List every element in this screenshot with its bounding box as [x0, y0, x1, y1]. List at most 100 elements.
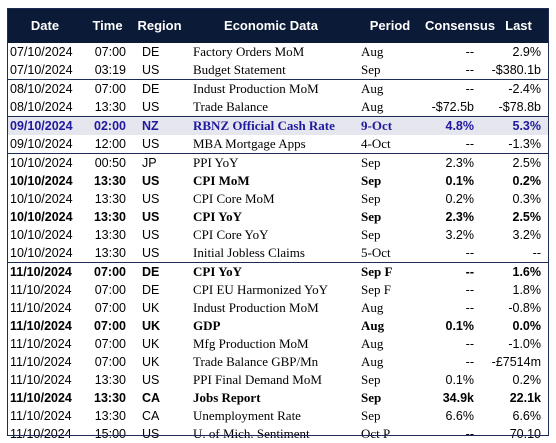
region-cell: US [142, 210, 160, 224]
region-cell: UK [142, 355, 160, 369]
consensus-cell: -- [465, 355, 474, 369]
economic-data-cell: Indust Production MoM [187, 79, 355, 98]
economic-data-cell: CPI Core YoY [193, 227, 269, 242]
consensus-cell: -- [465, 283, 474, 297]
date-cell: 10/10/2024 [10, 192, 73, 206]
region-cell: UK [142, 301, 160, 315]
date-cell: 11/10/2024 [10, 355, 72, 369]
period-cell: Sep [361, 62, 381, 77]
region-cell: UK [142, 319, 161, 333]
column-header-economic-data: Economic Data [187, 8, 355, 43]
table-row: 11/10/2024 15:00 US U. of Mich. Sentiment Oc… [7, 425, 549, 443]
table-row: 11/10/2024 13:30 CA Unemployment Rate Sep 6.6… [7, 407, 549, 425]
date-cell: 07/10/2024 [10, 45, 73, 59]
date-cell: 11/10/2024 [10, 409, 72, 423]
consensus-cell: -- [465, 63, 474, 77]
time-cell: 12:00 [94, 137, 126, 151]
time-cell: 07:00 [94, 283, 126, 297]
economic-calendar: Date Time Region Economic Data Period Co… [7, 8, 549, 443]
time-cell: 13:30 [94, 174, 126, 188]
table-row: 07/10/2024 07:00 DE Factory Orders MoM Aug --… [7, 43, 549, 61]
date-cell: 09/10/2024 [7, 116, 83, 135]
last-cell: 0.2% [512, 174, 542, 188]
economic-data-cell: U. of Mich. Sentiment [193, 426, 310, 441]
region-cell: DE [142, 283, 160, 297]
consensus-cell: 0.2% [445, 192, 475, 206]
time-cell: 13:30 [94, 192, 126, 206]
table-row: 11/10/2024 13:30 CA Jobs Report Sep 34.9k 22.1… [7, 389, 549, 407]
last-cell: 1.8% [512, 283, 542, 297]
period-cell: Aug [361, 318, 385, 333]
column-header-consensus: Consensus [425, 8, 495, 43]
period-cell: Aug [361, 336, 384, 351]
date-cell: 11/10/2024 [10, 427, 72, 441]
table-row: 10/10/2024 13:30 US CPI YoY Sep 2.3% 2.5% [7, 208, 549, 226]
date-cell: 10/10/2024 [10, 228, 73, 242]
table-row: 09/10/2024 02:00 NZ RBNZ Official Cash Rate… [7, 116, 549, 135]
time-cell: 15:00 [94, 427, 126, 441]
column-header-region: Region [132, 8, 187, 43]
period-cell: Sep [361, 191, 381, 206]
period-cell: Aug [355, 79, 425, 98]
consensus-cell: -- [425, 79, 488, 98]
region-cell: US [142, 373, 160, 387]
economic-data-cell: Trade Balance [193, 99, 268, 114]
table-row: 10/10/2024 00:50 JP PPI YoY Sep 2.3% 2.5% [7, 153, 549, 172]
period-cell: Sep [361, 372, 381, 387]
time-cell: 07:00 [94, 355, 126, 369]
period-cell: Aug [361, 99, 384, 114]
economic-data-cell: Initial Jobless Claims [193, 245, 305, 260]
last-cell: -$380.1b [491, 63, 541, 77]
region-cell: DE [142, 45, 160, 59]
consensus-cell: -- [425, 262, 488, 281]
economic-data-cell: CPI YoY [187, 262, 355, 281]
last-cell: 2.9% [512, 45, 542, 59]
region-cell: US [142, 427, 160, 441]
economic-data-cell: Jobs Report [193, 390, 261, 405]
period-cell: Oct P [361, 426, 391, 441]
table-row: 10/10/2024 13:30 US Initial Jobless Claims 5… [7, 244, 549, 263]
time-cell: 13:30 [94, 210, 126, 224]
column-header-date: Date [7, 8, 83, 43]
economic-data-cell: MBA Mortgage Apps [193, 136, 306, 151]
date-cell: 09/10/2024 [10, 137, 73, 151]
table-row: 11/10/2024 07:00 UK Indust Production MoM Au… [7, 299, 549, 317]
region-cell: US [142, 228, 160, 242]
last-cell: -2.4% [488, 79, 549, 98]
last-cell: 22.1k [509, 391, 541, 405]
region-cell: US [142, 137, 160, 151]
time-cell: 13:30 [94, 246, 126, 260]
time-cell: 07:00 [83, 79, 132, 98]
consensus-cell: -- [465, 246, 474, 260]
date-cell: 10/10/2024 [7, 153, 83, 172]
time-cell: 13:30 [94, 100, 126, 114]
economic-data-cell: Unemployment Rate [193, 408, 301, 423]
table-row: 10/10/2024 13:30 US CPI Core MoM Sep 0.2% 0.3% [7, 190, 549, 208]
table-row: 08/10/2024 13:30 US Trade Balance Aug -$72.5b… [7, 98, 549, 117]
time-cell: 13:30 [94, 228, 126, 242]
time-cell: 07:00 [94, 45, 126, 59]
date-cell: 07/10/2024 [10, 63, 73, 77]
date-cell: 10/10/2024 [10, 210, 73, 224]
economic-data-cell: CPI EU Harmonized YoY [193, 282, 329, 297]
economic-data-cell: CPI Core MoM [193, 191, 275, 206]
consensus-cell: -- [465, 301, 474, 315]
economic-data-cell: Indust Production MoM [193, 300, 319, 315]
last-cell: 6.6% [512, 409, 542, 423]
date-cell: 10/10/2024 [10, 174, 73, 188]
economic-data-cell: Factory Orders MoM [193, 44, 305, 59]
region-cell: US [142, 174, 160, 188]
consensus-cell: 3.2% [445, 228, 475, 242]
economic-data-cell: Budget Statement [193, 62, 286, 77]
period-cell: 5-Oct [361, 245, 391, 260]
table-row: 11/10/2024 07:00 UK Trade Balance GBP/Mn Aug… [7, 353, 549, 371]
consensus-cell: -- [465, 45, 474, 59]
last-cell: 2.5% [488, 153, 549, 172]
last-cell: 70.10 [509, 427, 541, 441]
consensus-cell: 0.1% [445, 373, 475, 387]
date-cell: 11/10/2024 [10, 283, 72, 297]
last-cell: 5.3% [488, 116, 549, 135]
economic-data-cell: GDP [193, 318, 221, 333]
date-cell: 11/10/2024 [10, 319, 72, 333]
economic-data-cell: CPI YoY [193, 209, 242, 224]
